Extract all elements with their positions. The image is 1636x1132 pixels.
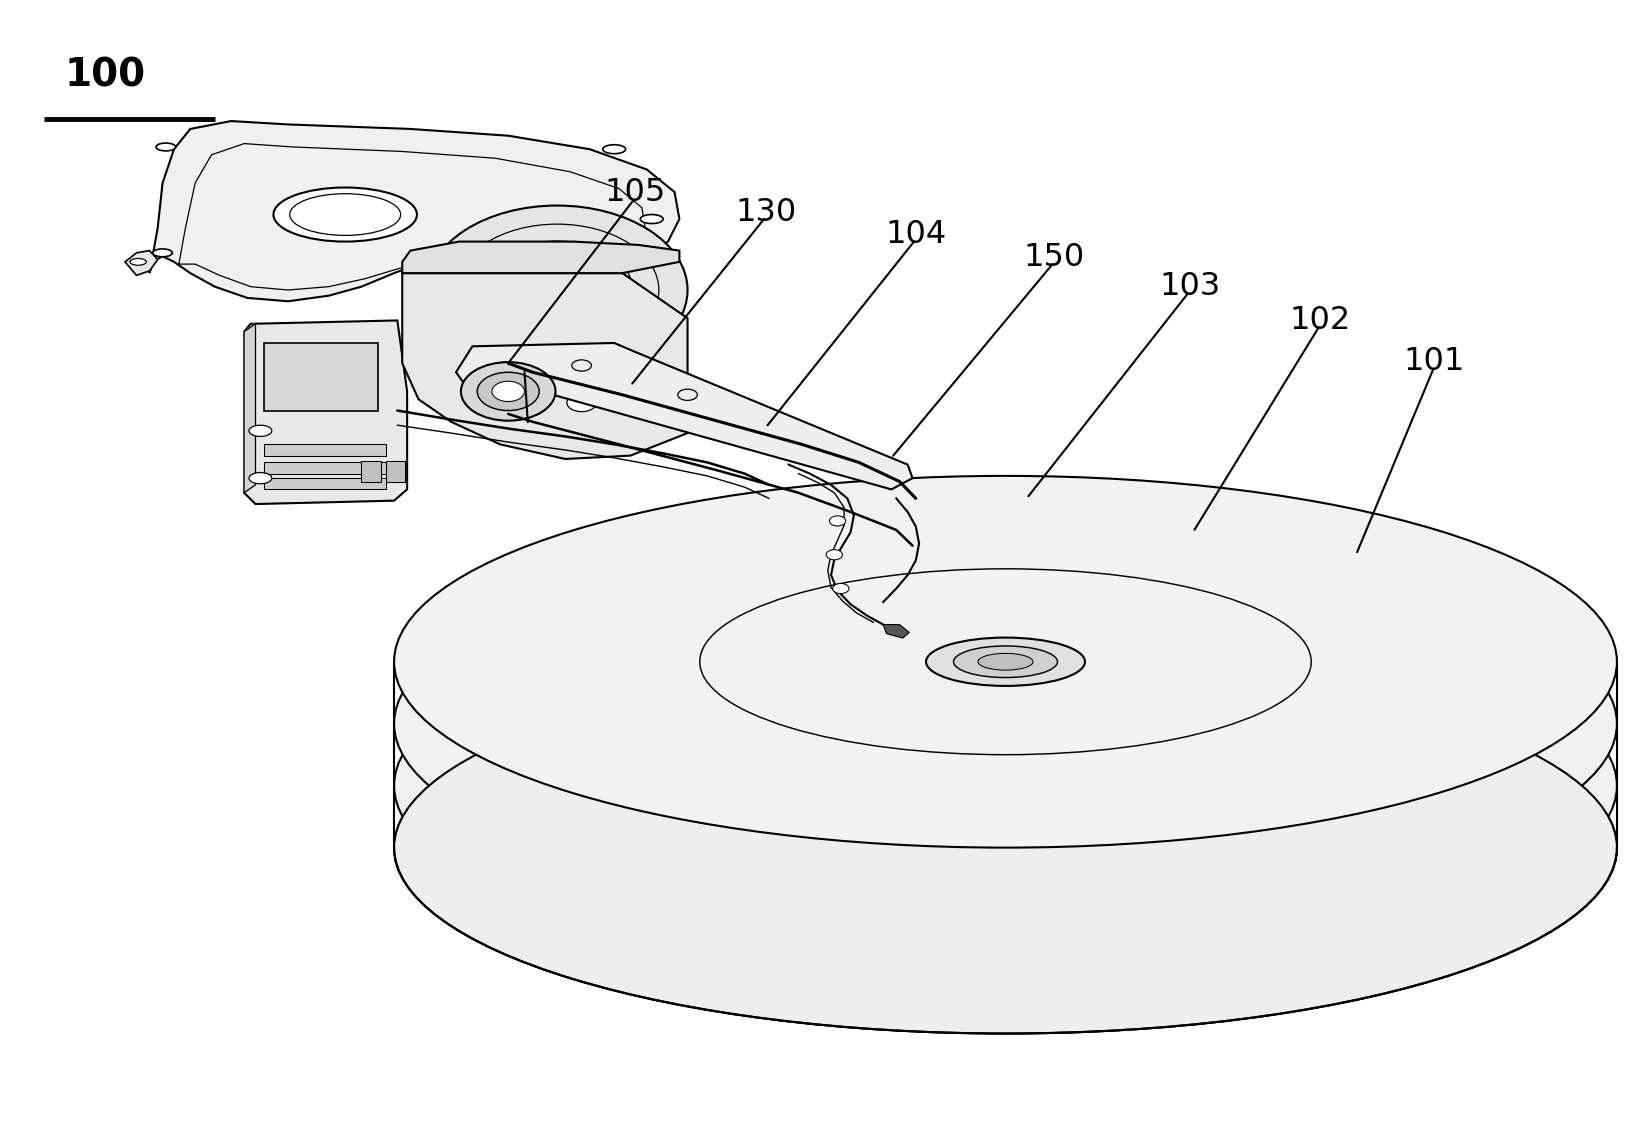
Ellipse shape (829, 516, 846, 526)
Polygon shape (244, 324, 255, 492)
Bar (263, 462, 386, 473)
Ellipse shape (394, 538, 1616, 910)
Text: 101: 101 (1404, 346, 1464, 377)
Bar (263, 445, 386, 455)
Bar (386, 461, 406, 481)
Ellipse shape (954, 646, 1057, 678)
Polygon shape (883, 625, 910, 638)
FancyBboxPatch shape (263, 343, 378, 411)
Ellipse shape (507, 258, 607, 323)
Text: 104: 104 (885, 220, 946, 250)
Polygon shape (244, 320, 407, 504)
Ellipse shape (926, 637, 1085, 686)
Text: 150: 150 (1024, 241, 1085, 273)
Ellipse shape (497, 403, 520, 418)
Polygon shape (124, 250, 157, 275)
Ellipse shape (478, 372, 540, 411)
Text: 105: 105 (605, 178, 666, 208)
Polygon shape (402, 241, 679, 273)
Ellipse shape (249, 472, 272, 483)
Ellipse shape (826, 550, 843, 560)
Ellipse shape (129, 258, 146, 265)
Polygon shape (402, 273, 687, 458)
Ellipse shape (155, 143, 175, 151)
Ellipse shape (602, 145, 625, 154)
Bar (263, 478, 386, 489)
Ellipse shape (461, 362, 556, 421)
Ellipse shape (394, 662, 1616, 1034)
Text: 130: 130 (735, 197, 797, 228)
Ellipse shape (542, 280, 573, 300)
Text: 100: 100 (65, 57, 146, 95)
Text: 102: 102 (1289, 305, 1351, 336)
Ellipse shape (273, 188, 417, 241)
Bar (362, 461, 381, 481)
Ellipse shape (394, 475, 1616, 848)
Ellipse shape (152, 249, 172, 257)
Ellipse shape (394, 662, 1616, 1034)
Ellipse shape (978, 653, 1032, 670)
Ellipse shape (833, 583, 849, 593)
Text: 103: 103 (1160, 271, 1220, 302)
Ellipse shape (492, 381, 525, 402)
Polygon shape (149, 121, 679, 301)
Ellipse shape (394, 600, 1616, 971)
Ellipse shape (640, 215, 663, 223)
Ellipse shape (427, 206, 687, 375)
Ellipse shape (528, 272, 586, 309)
Ellipse shape (568, 394, 596, 412)
Ellipse shape (249, 426, 272, 437)
Polygon shape (456, 343, 913, 489)
